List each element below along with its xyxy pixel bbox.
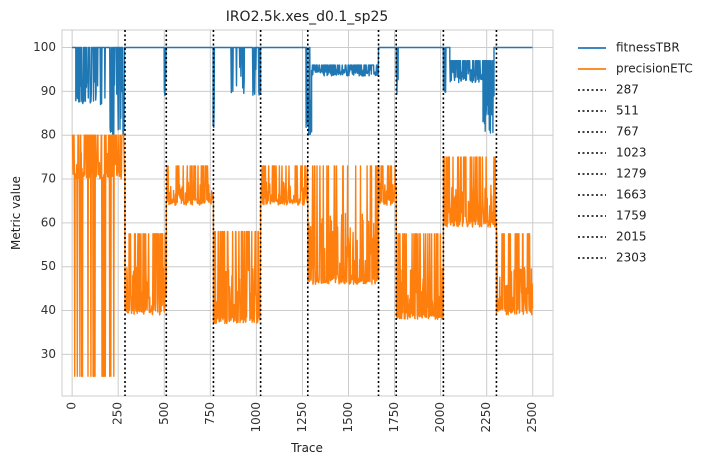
y-tick-label: 100 [33,40,56,54]
legend-label: 1279 [616,167,647,181]
x-tick-label: 2500 [525,402,539,433]
legend: fitnessTBR precisionETC 287 511 767 1023 1279 1… [578,41,693,265]
series-line-precisionETC [71,134,534,377]
x-axis-ticks: 0 250 500 750 1000 1250 1500 1750 2000 2250 2500 [65,402,540,433]
legend-label: 287 [616,83,639,97]
y-axis-ticks: 30 40 50 60 70 80 90 100 [33,40,56,361]
y-tick-label: 70 [41,172,56,186]
x-tick-label: 1750 [387,402,401,433]
y-tick-label: 30 [41,347,56,361]
y-tick-label: 40 [41,303,56,317]
y-tick-label: 50 [41,259,56,273]
y-axis-title: Metric value [9,176,23,250]
legend-label: 2015 [616,230,647,244]
y-tick-label: 90 [41,84,56,98]
legend-label: precisionETC [616,62,693,76]
series-layer [71,46,534,377]
x-axis-title: Trace [290,441,323,455]
x-tick-label: 1250 [295,402,309,433]
series-line-fitnessTBR [71,46,533,136]
x-tick-label: 2250 [479,402,493,433]
legend-label: 767 [616,125,639,139]
x-tick-label: 2000 [433,402,447,433]
x-tick-label: 0 [65,402,79,410]
chart-title: IRO2.5k.xes_d0.1_sp25 [226,9,389,25]
legend-label: 1663 [616,188,647,202]
y-tick-label: 80 [41,128,56,142]
x-tick-label: 250 [111,402,125,425]
legend-label: 2303 [616,251,647,265]
x-tick-label: 1000 [249,402,263,433]
legend-label: 1759 [616,209,647,223]
legend-label: fitnessTBR [616,41,680,55]
x-tick-label: 500 [157,402,171,425]
x-tick-label: 1500 [341,402,355,433]
y-tick-label: 60 [41,215,56,229]
legend-label: 511 [616,104,639,118]
legend-label: 1023 [616,146,647,160]
x-tick-label: 750 [203,402,217,425]
